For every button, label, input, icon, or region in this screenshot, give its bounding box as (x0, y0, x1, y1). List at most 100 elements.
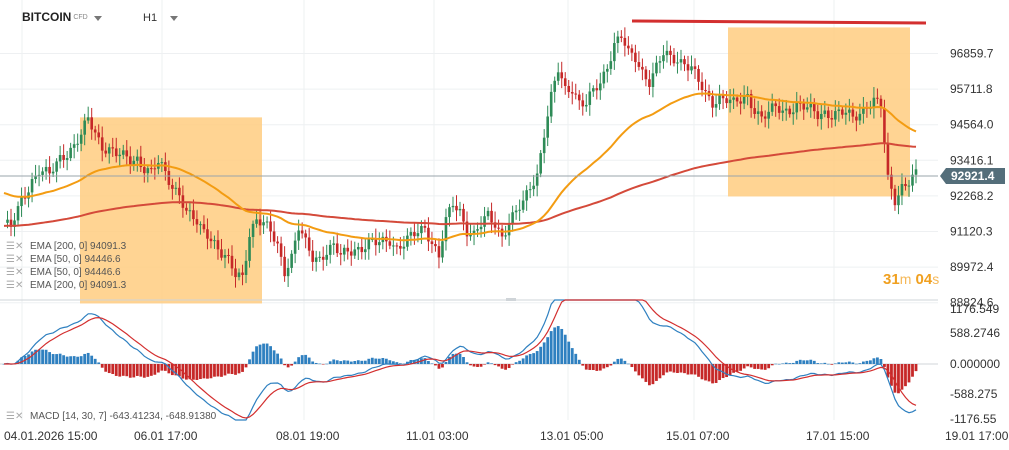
macd-hist-bar (472, 364, 476, 367)
legend-toggle-icon[interactable]: ☰✕ (6, 254, 23, 265)
macd-hist-bar (413, 359, 416, 364)
panel-resize-handle[interactable] (506, 298, 516, 301)
macd-y-tick-label: 588.2746 (950, 326, 1000, 340)
macd-hist-bar (858, 363, 862, 364)
candle-body (591, 88, 595, 92)
macd-hist-bar (521, 358, 525, 364)
macd-hist-bar (854, 363, 858, 365)
candle-body (65, 158, 69, 160)
macd-hist-bar (132, 364, 136, 378)
candle-body (634, 52, 637, 63)
candle-body (223, 254, 227, 258)
y-axis-price: 96859.7 95711.8 94564.0 93416.1 92268.2 91120… (950, 47, 994, 310)
y-tick-label: 89972.4 (950, 260, 994, 274)
candle-body (669, 50, 672, 55)
candle-body (6, 219, 9, 223)
macd-hist-bar (767, 364, 771, 369)
macd-hist-bar (34, 349, 37, 364)
macd-hist-bar (332, 359, 336, 364)
y-tick-label: 95711.8 (950, 82, 993, 96)
macd-hist-bar (307, 357, 311, 364)
macd-hist-bar (199, 364, 202, 380)
candle-body (588, 91, 592, 105)
candle-body (749, 93, 753, 109)
candle-body (171, 184, 174, 189)
candle-body (781, 110, 785, 113)
macd-hist-bar (398, 363, 402, 364)
legend-toggle-icon[interactable]: ☰✕ (6, 267, 23, 278)
macd-legend-toggle-icon[interactable]: ☰✕ (6, 411, 23, 422)
candle-body (521, 200, 525, 210)
candle-body (753, 108, 756, 114)
macd-hist-bar (746, 364, 750, 367)
candle-countdown: 31m 04s (883, 271, 939, 288)
macd-hist-bar (423, 358, 427, 364)
macd-hist-bar (528, 353, 532, 364)
candle-body (125, 150, 129, 157)
candle-body (511, 212, 514, 225)
macd-hist-bar (784, 362, 788, 364)
candle-body (914, 169, 918, 175)
candle-body (262, 222, 265, 226)
macd-hist-bar (697, 364, 700, 377)
candle-body (493, 222, 497, 228)
macd-hist-bar (290, 364, 294, 366)
macd-hist-bar (97, 362, 101, 364)
macd-hist-bar (869, 360, 872, 364)
candle-body (907, 185, 911, 187)
candle-body (690, 66, 693, 71)
candle-body (465, 221, 469, 237)
x-tick-label: 15.01 07:00 (666, 429, 730, 443)
symbol-dropdown-icon[interactable] (94, 16, 102, 21)
candle-body (437, 246, 441, 258)
candle-body (128, 156, 132, 166)
legend-toggle-icon[interactable]: ☰✕ (6, 280, 23, 291)
candle-body (651, 73, 655, 87)
candle-body (234, 268, 237, 278)
timeframe-selector[interactable]: H1 (143, 12, 158, 24)
candle-body (676, 62, 679, 64)
candle-body (388, 241, 392, 246)
candle-body (283, 256, 286, 277)
x-axis-time: 04.01.2026 15:00 06.01 17:00 08.01 19:00 11… (4, 429, 1009, 443)
macd-hist-bar (100, 364, 104, 368)
macd-hist-bar (648, 364, 651, 386)
candle-body (185, 207, 188, 211)
symbol-selector[interactable]: BITCOIN CFD (22, 10, 88, 24)
candle-body (430, 241, 434, 245)
candle-body (23, 197, 27, 199)
candle-body (613, 43, 616, 62)
macd-hist-bar (83, 353, 87, 364)
legend-toggle-icon[interactable]: ☰✕ (6, 241, 23, 252)
macd-hist-bar (118, 364, 122, 377)
candle-body (623, 37, 627, 46)
macd-hist-bar (272, 350, 276, 364)
candle-body (665, 50, 669, 56)
candle-body (819, 113, 823, 120)
candle-body (132, 160, 136, 166)
macd-hist-bar (633, 364, 637, 372)
candle-body (841, 109, 844, 115)
macd-hist-bar (444, 361, 448, 364)
candle-body (86, 117, 90, 121)
macd-hist-bar (683, 364, 686, 374)
candle-body (637, 62, 641, 67)
macd-hist-bar (479, 364, 483, 367)
macd-hist-bar (546, 337, 550, 364)
macd-y-tick-label: -1176.55 (950, 412, 997, 426)
candle-body (9, 219, 13, 227)
candle-body (279, 243, 283, 257)
candle-body (851, 109, 855, 117)
candle-body (641, 66, 644, 70)
candle-body (858, 113, 862, 121)
macd-hist-bar (321, 364, 325, 365)
macd-signal-line (3, 299, 917, 419)
macd-hist-bar (619, 358, 623, 364)
candle-body (490, 210, 493, 223)
candle-body (206, 229, 209, 239)
candle-body (339, 253, 343, 255)
timeframe-dropdown-icon[interactable] (170, 16, 178, 21)
y-tick-label: 88824.6 (950, 296, 994, 310)
candle-body (763, 116, 767, 119)
